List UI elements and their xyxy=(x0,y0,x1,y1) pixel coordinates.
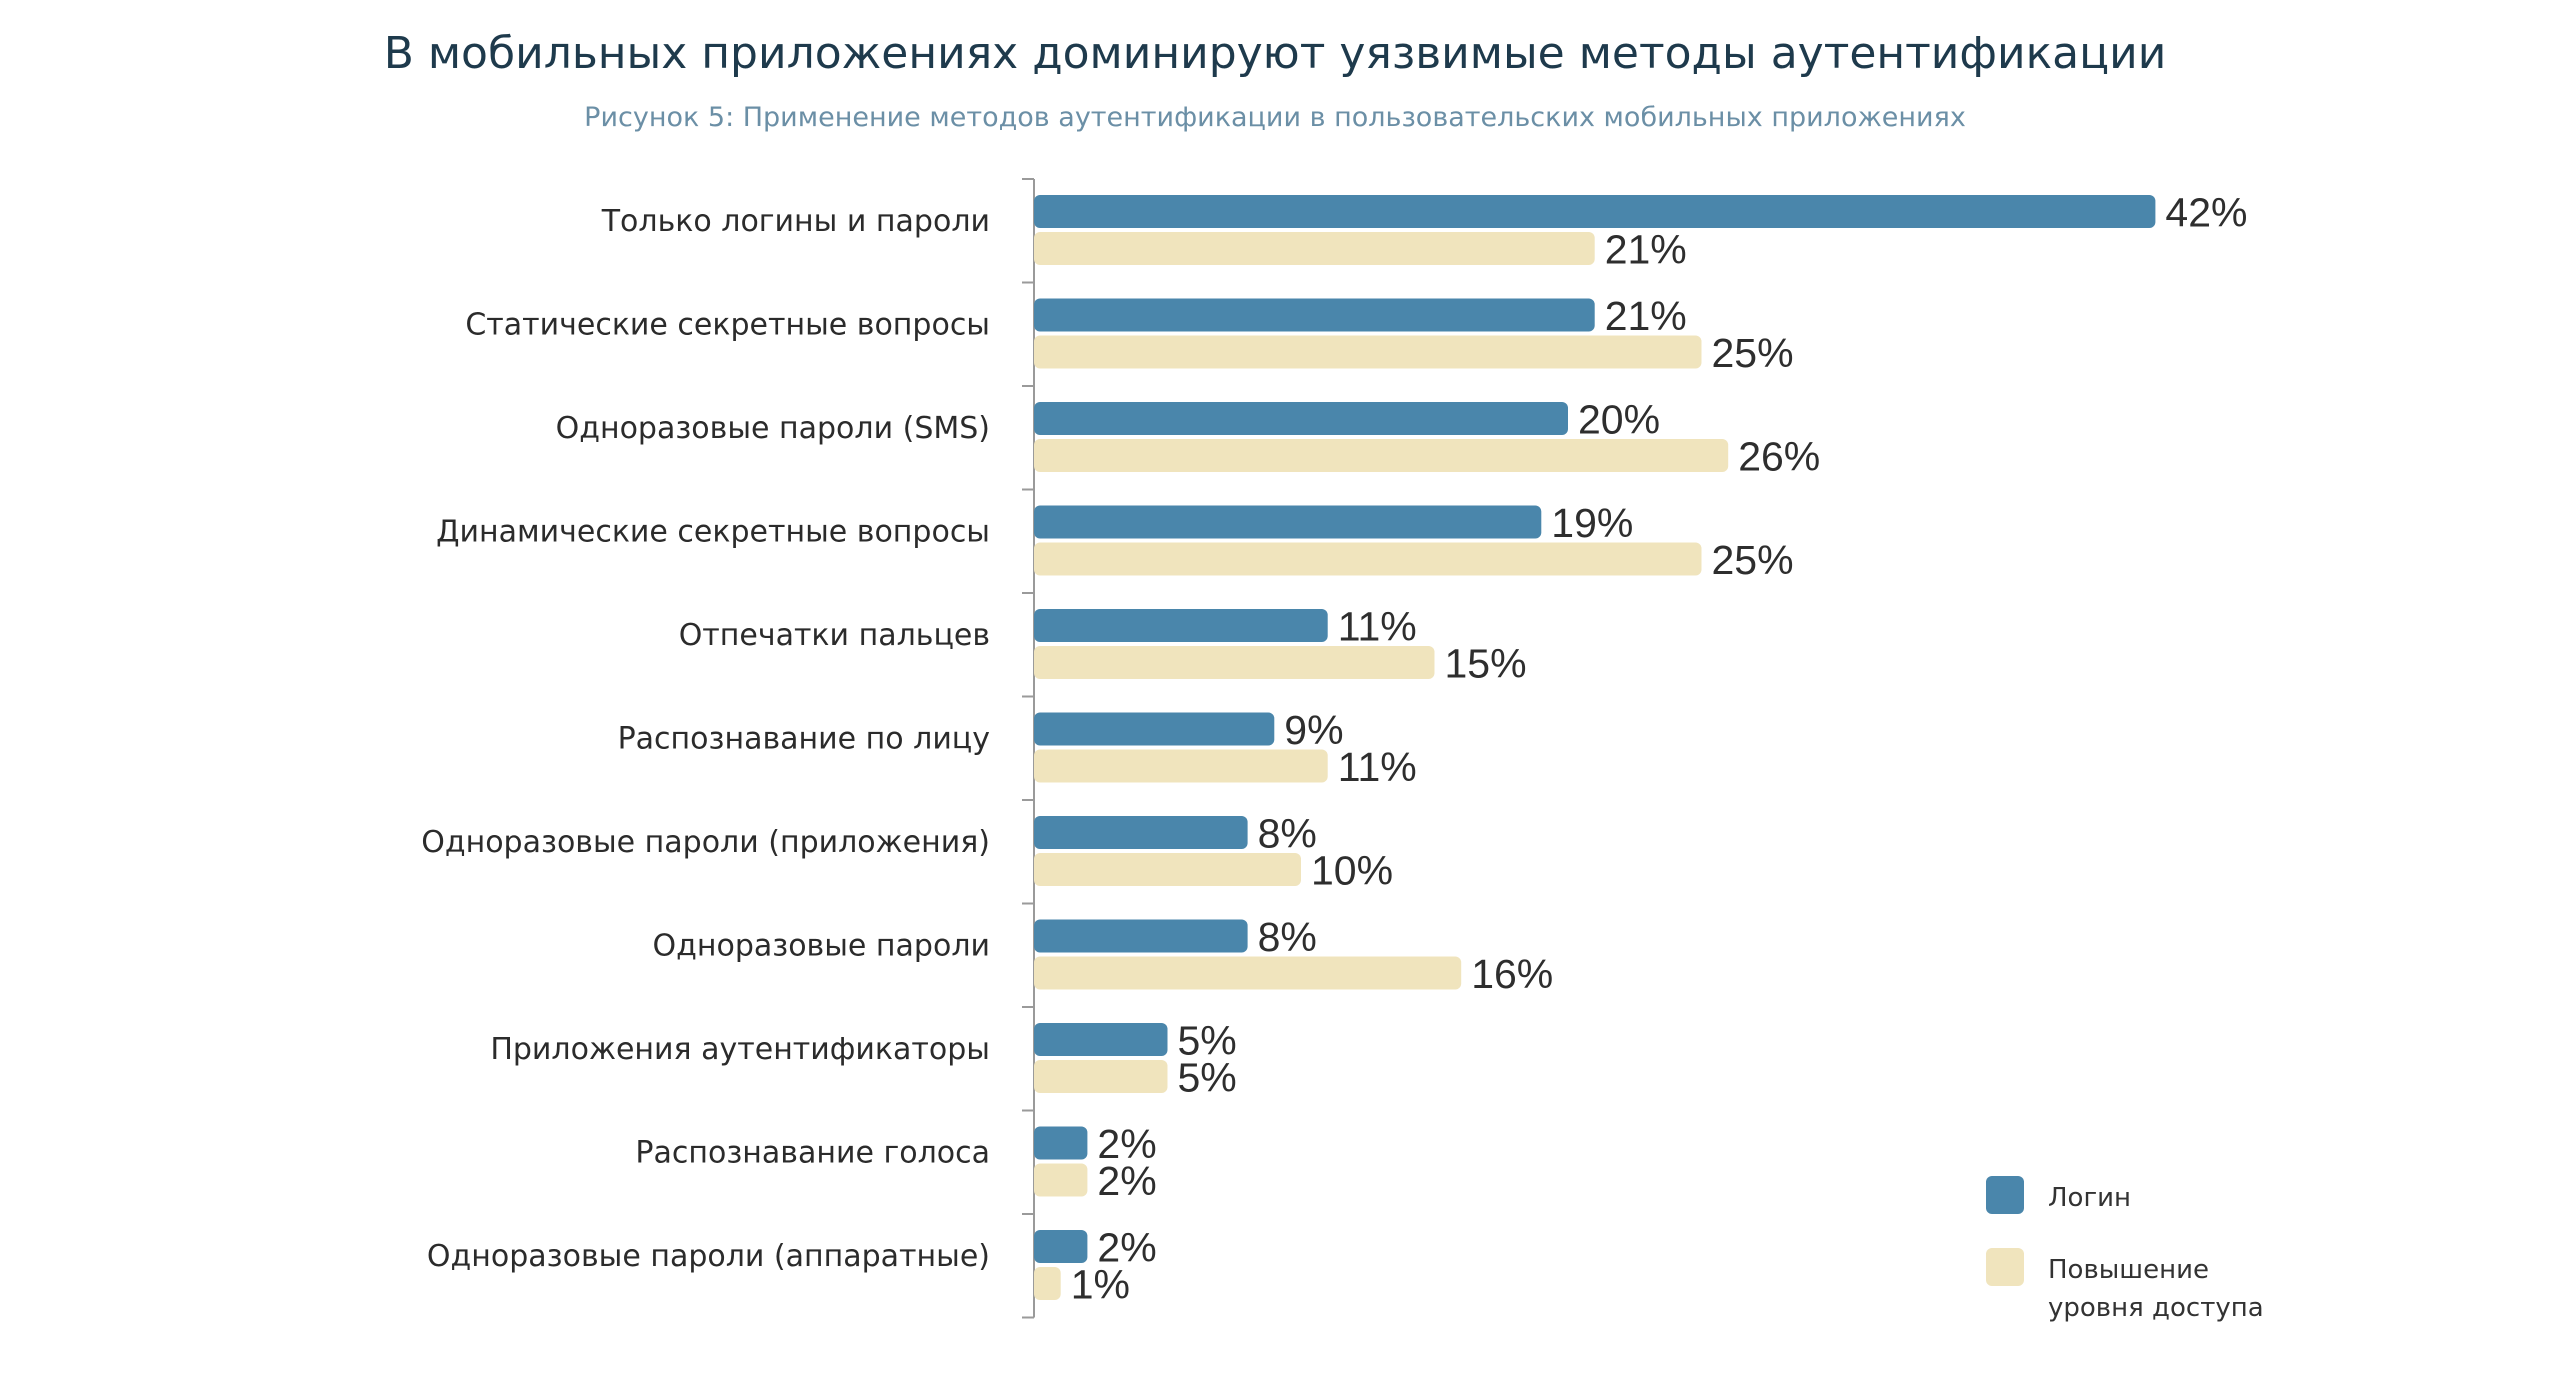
data-label-elevation: 25% xyxy=(1712,537,1794,583)
data-label-login: 19% xyxy=(1551,500,1633,546)
category-label: Приложения аутентификаторы xyxy=(490,1032,990,1067)
data-label-login: 8% xyxy=(1258,811,1317,857)
data-label-login: 8% xyxy=(1258,914,1317,960)
data-label-login: 5% xyxy=(1178,1018,1237,1064)
bar-login xyxy=(1034,1126,1088,1160)
category-label: Одноразовые пароли xyxy=(653,929,991,964)
bar-elevation xyxy=(1034,956,1462,990)
category-label: Отпечатки пальцев xyxy=(679,618,990,653)
bar-elevation xyxy=(1034,232,1595,265)
category-label: Одноразовые пароли (аппаратные) xyxy=(427,1239,990,1274)
data-label-elevation: 10% xyxy=(1311,848,1393,894)
data-label-login: 20% xyxy=(1578,397,1660,443)
bar-elevation xyxy=(1034,335,1702,369)
data-label-elevation: 16% xyxy=(1471,951,1553,997)
data-label-login: 11% xyxy=(1338,604,1417,650)
legend-swatch-login xyxy=(1986,1176,2024,1214)
data-label-elevation: 26% xyxy=(1738,434,1820,480)
data-label-login: 2% xyxy=(1097,1225,1156,1271)
bar-elevation xyxy=(1034,646,1435,679)
legend-label-elevation: Повышение xyxy=(2048,1255,2209,1285)
legend-label-elevation: уровня доступа xyxy=(2048,1293,2264,1323)
data-label-elevation: 15% xyxy=(1445,641,1527,687)
legend-swatch-elevation xyxy=(1986,1248,2024,1286)
data-label-login: 21% xyxy=(1605,293,1687,339)
bar-login xyxy=(1034,919,1248,953)
data-label-login: 42% xyxy=(2165,190,2247,236)
data-label-elevation: 2% xyxy=(1097,1158,1156,1204)
category-label: Распознавание по лицу xyxy=(618,722,990,757)
bar-elevation xyxy=(1034,1267,1061,1300)
category-label: Динамические секретные вопросы xyxy=(436,515,990,550)
data-label-login: 9% xyxy=(1284,707,1343,753)
data-label-elevation: 25% xyxy=(1712,330,1794,376)
bar-login xyxy=(1034,1023,1168,1056)
data-label-elevation: 21% xyxy=(1605,227,1687,273)
bar-login xyxy=(1034,402,1568,435)
data-label-elevation: 11% xyxy=(1338,744,1417,790)
bar-login xyxy=(1034,1230,1088,1263)
bar-login xyxy=(1034,195,2156,228)
chart-title: В мобильных приложениях доминируют уязви… xyxy=(383,28,2167,79)
bar-elevation xyxy=(1034,1163,1088,1197)
bar-elevation xyxy=(1034,853,1301,886)
bar-login xyxy=(1034,816,1248,849)
bar-login xyxy=(1034,712,1275,746)
legend-label-login: Логин xyxy=(2048,1183,2131,1213)
bar-login xyxy=(1034,298,1595,332)
category-label: Статические секретные вопросы xyxy=(465,308,990,343)
category-label: Распознавание голоса xyxy=(635,1136,990,1171)
bar-elevation xyxy=(1034,439,1729,472)
chart-subtitle: Рисунок 5: Применение методов аутентифик… xyxy=(584,102,1966,133)
category-label: Одноразовые пароли (SMS) xyxy=(556,411,990,446)
data-label-elevation: 5% xyxy=(1178,1055,1237,1101)
bar-elevation xyxy=(1034,542,1702,576)
category-label: Одноразовые пароли (приложения) xyxy=(421,825,990,860)
bar-login xyxy=(1034,505,1542,539)
data-label-login: 2% xyxy=(1097,1121,1156,1167)
bar-elevation xyxy=(1034,1060,1168,1093)
bar-login xyxy=(1034,609,1328,642)
bar-elevation xyxy=(1034,749,1328,783)
data-label-elevation: 1% xyxy=(1071,1262,1130,1308)
category-label: Только логины и пароли xyxy=(601,204,990,239)
